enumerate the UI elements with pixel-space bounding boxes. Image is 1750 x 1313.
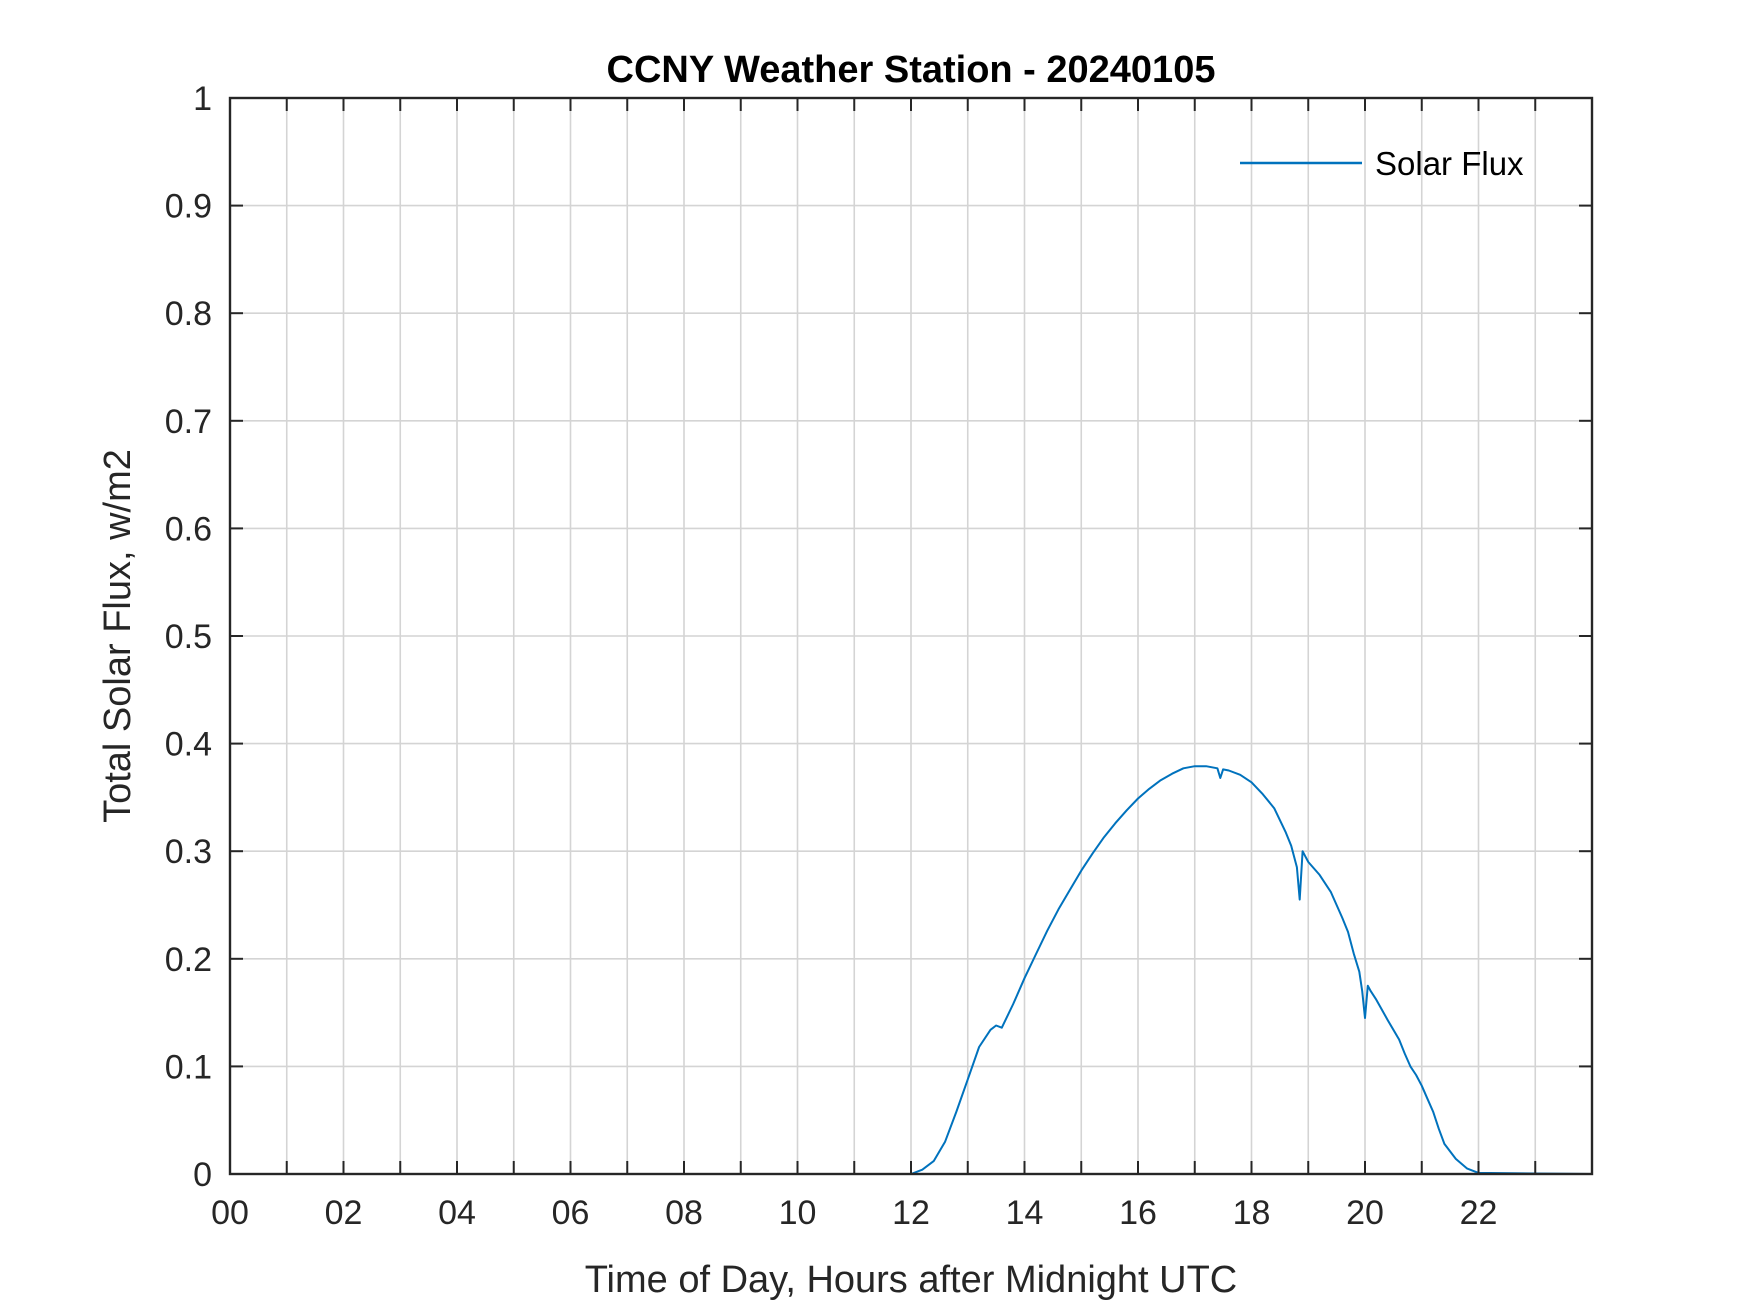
y-axis-label: Total Solar Flux, w/m2 bbox=[97, 449, 139, 823]
x-tick-label: 10 bbox=[779, 1194, 817, 1232]
y-tick-label: 0 bbox=[193, 1156, 212, 1194]
x-tick-label: 22 bbox=[1460, 1194, 1498, 1232]
y-tick-label: 0.8 bbox=[165, 295, 212, 333]
y-tick-label: 1 bbox=[193, 80, 212, 118]
y-tick-label: 0.3 bbox=[165, 833, 212, 871]
x-tick-label: 14 bbox=[1006, 1194, 1044, 1232]
x-tick-label: 08 bbox=[665, 1194, 703, 1232]
x-tick-label: 18 bbox=[1233, 1194, 1271, 1232]
x-tick-label: 12 bbox=[892, 1194, 930, 1232]
x-axis-label: Time of Day, Hours after Midnight UTC bbox=[585, 1259, 1238, 1301]
x-tick-label: 02 bbox=[325, 1194, 363, 1232]
chart-title: CCNY Weather Station - 20240105 bbox=[607, 49, 1216, 91]
y-tick-label: 0.2 bbox=[165, 941, 212, 979]
series-line-solar-flux bbox=[230, 765, 1593, 1175]
x-tick-label: 20 bbox=[1346, 1194, 1384, 1232]
legend-label-solar-flux: Solar Flux bbox=[1375, 145, 1524, 182]
x-tick-label: 00 bbox=[211, 1194, 249, 1232]
y-tick-label: 0.5 bbox=[165, 618, 212, 656]
x-tick-label: 04 bbox=[438, 1194, 476, 1232]
y-tick-label: 0.4 bbox=[165, 726, 212, 764]
y-tick-label: 0.1 bbox=[165, 1048, 212, 1086]
plot-area bbox=[230, 765, 1593, 1175]
axis-ticks bbox=[230, 97, 1592, 1175]
axis-tick-labels: 00 02 04 06 08 10 12 14 16 18 20 22 0 0.1 0.2 0.3 0.4 0.5… bbox=[165, 80, 1498, 1232]
y-tick-label: 0.9 bbox=[165, 188, 212, 226]
x-tick-label: 06 bbox=[552, 1194, 590, 1232]
y-tick-label: 0.6 bbox=[165, 510, 212, 548]
y-tick-label: 0.7 bbox=[165, 403, 212, 441]
x-tick-label: 16 bbox=[1119, 1194, 1157, 1232]
grid bbox=[230, 98, 1592, 1174]
legend: Solar Flux bbox=[1240, 145, 1524, 182]
